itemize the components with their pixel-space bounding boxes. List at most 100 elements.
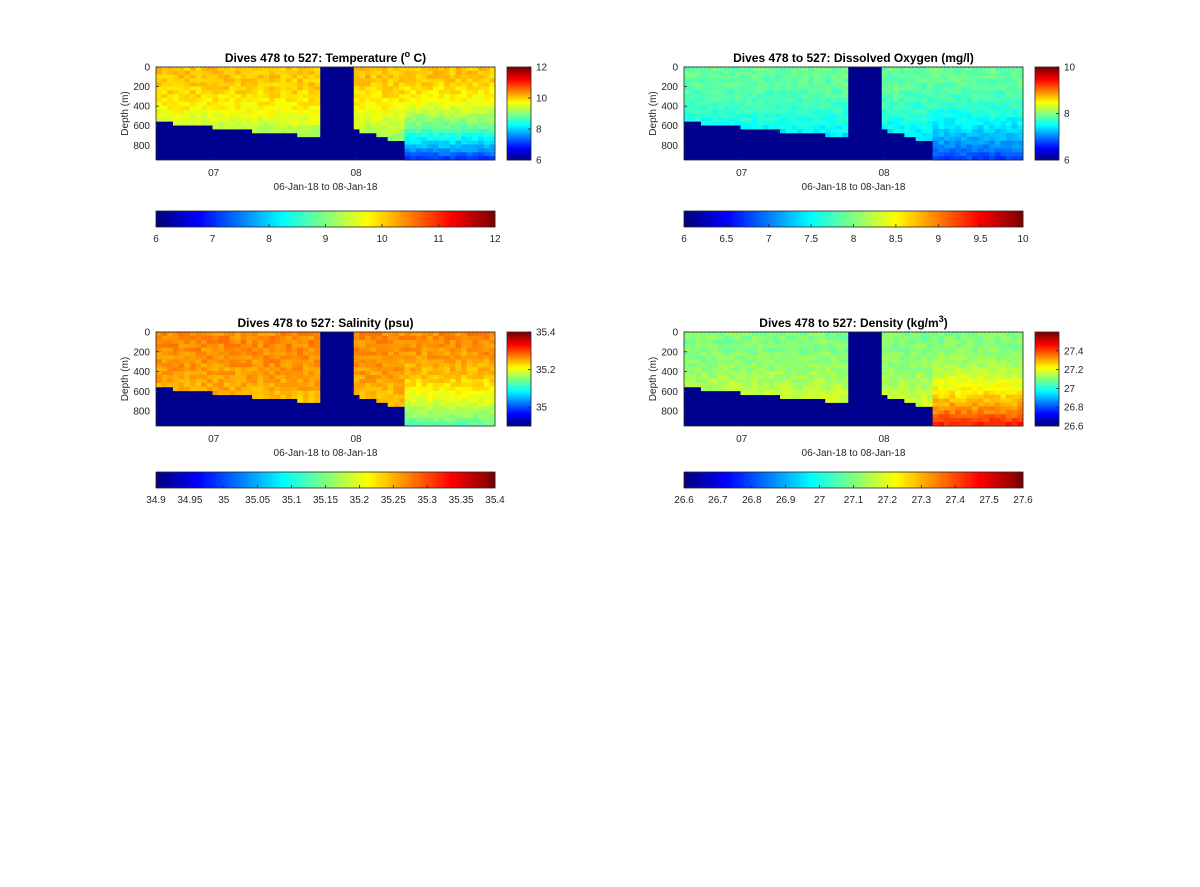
x-axis-label: 06-Jan-18 to 08-Jan-18 (802, 182, 906, 193)
side-colorbar-label: 10 (1064, 63, 1076, 74)
bottom-colorbar-label: 7 (766, 234, 772, 245)
bottom-colorbar-label: 26.9 (776, 495, 796, 506)
bottom-colorbar-label: 10 (376, 234, 388, 245)
bottom-colorbar-label: 26.6 (674, 495, 694, 506)
bottom-colorbar-label: 9 (935, 234, 941, 245)
bottom-colorbar-label: 34.95 (177, 495, 202, 506)
bottom-colorbar-label: 12 (489, 234, 501, 245)
bottom-colorbar-label: 34.9 (146, 495, 166, 506)
bottom-colorbar-label: 7.5 (804, 234, 818, 245)
bottom-colorbar-label: 6.5 (719, 234, 733, 245)
bottom-colorbar-label: 27.5 (979, 495, 999, 506)
panel-2: 0 200 400 600 800 07 08 Dives 478 to 527: Salin… (120, 316, 556, 506)
side-colorbar-label: 27 (1064, 384, 1076, 395)
bottom-colorbar: 34.9 34.95 35 35.05 35.1 35.15 35.2 35.25 35.3 35… (146, 471, 505, 506)
y-tick-label: 0 (672, 63, 678, 74)
heatmap-cells (156, 332, 496, 427)
side-colorbar-label: 35.2 (536, 365, 556, 376)
x-axis-label: 06-Jan-18 to 08-Jan-18 (802, 448, 906, 459)
bottom-colorbar-label: 27.4 (945, 495, 965, 506)
side-colorbar: 6 8 10 12 (506, 63, 548, 167)
bottom-colorbar-label: 11 (433, 234, 444, 245)
bottom-colorbar-label: 10 (1017, 234, 1029, 245)
bottom-colorbar-label: 8.5 (889, 234, 903, 245)
bottom-colorbar-label: 35 (218, 495, 230, 506)
x-tick-label: 07 (208, 168, 220, 179)
y-tick-label: 400 (661, 367, 678, 378)
bottom-colorbar-label: 6 (681, 234, 687, 245)
x-tick-label: 07 (736, 168, 748, 179)
bottom-colorbar-label: 9.5 (974, 234, 988, 245)
side-colorbar: 26.6 26.8 27 27.2 27.4 (1034, 331, 1084, 433)
y-tick-label: 600 (661, 121, 678, 132)
x-tick-label: 07 (736, 434, 748, 445)
y-tick-label: 800 (133, 141, 150, 152)
side-colorbar: 6 8 10 (1034, 63, 1076, 167)
y-tick-label: 400 (133, 367, 150, 378)
bottom-colorbar: 6 6.5 7 7.5 8 8.5 9 9.5 10 (681, 210, 1029, 245)
y-tick-label: 600 (133, 121, 150, 132)
side-colorbar-label: 6 (536, 156, 542, 167)
y-tick-label: 200 (133, 82, 150, 93)
heatmap-cells (156, 67, 496, 161)
side-colorbar-label: 26.6 (1064, 422, 1084, 433)
bottom-colorbar-label: 35.2 (350, 495, 370, 506)
panel-1: 0 200 400 600 800 07 08 Dives 478 to 527: Disso… (648, 51, 1076, 245)
panel-0: 0 200 400 600 800 07 08 Dives 478 to 527: Tempe… (120, 49, 548, 245)
bottom-colorbar-label: 35.1 (282, 495, 302, 506)
panel-3: 0 200 400 600 800 07 08 Dives 478 to 527: Densi… (648, 314, 1084, 506)
bottom-colorbar-label: 8 (851, 234, 857, 245)
side-colorbar-label: 6 (1064, 156, 1070, 167)
bottom-colorbar: 6 7 8 9 10 11 12 (153, 210, 501, 245)
side-colorbar-label: 35.4 (536, 328, 556, 339)
x-tick-label: 08 (878, 168, 890, 179)
y-tick-label: 400 (661, 102, 678, 113)
x-tick-label: 08 (350, 434, 362, 445)
side-colorbar-label: 10 (536, 94, 548, 105)
side-colorbar-label: 27.4 (1064, 346, 1084, 357)
side-colorbar: 35 35.2 35.4 (506, 328, 556, 427)
bottom-colorbar-label: 9 (323, 234, 329, 245)
bottom-colorbar-label: 27.3 (912, 495, 932, 506)
bottom-colorbar: 26.6 26.7 26.8 26.9 27 27.1 27.2 27.3 27.4 27.5 27… (674, 471, 1033, 506)
y-axis-label: Depth (m) (648, 91, 659, 135)
bottom-colorbar-label: 35.4 (485, 495, 505, 506)
bottom-colorbar-label: 35.05 (245, 495, 270, 506)
x-tick-label: 08 (878, 434, 890, 445)
x-tick-label: 07 (208, 434, 220, 445)
chart-title: Dives 478 to 527: Dissolved Oxygen (mg/l… (733, 51, 974, 65)
x-axis-label: 06-Jan-18 to 08-Jan-18 (274, 448, 378, 459)
bottom-colorbar-label: 26.7 (708, 495, 728, 506)
y-tick-label: 200 (133, 347, 150, 358)
y-tick-label: 0 (144, 63, 150, 74)
side-colorbar-label: 27.2 (1064, 365, 1084, 376)
side-colorbar-label: 12 (536, 63, 548, 74)
side-colorbar-label: 35 (536, 403, 548, 414)
bottom-colorbar-label: 27.6 (1013, 495, 1033, 506)
x-tick-label: 08 (350, 168, 362, 179)
heatmap-cells (684, 67, 1024, 161)
y-tick-label: 0 (672, 328, 678, 339)
side-colorbar-label: 8 (1064, 109, 1070, 120)
y-tick-label: 800 (661, 407, 678, 418)
y-axis-label: Depth (m) (648, 357, 659, 401)
y-axis-label: Depth (m) (120, 357, 131, 401)
side-colorbar-label: 8 (536, 125, 542, 136)
bottom-colorbar-label: 35.25 (381, 495, 406, 506)
y-tick-label: 800 (133, 407, 150, 418)
bottom-colorbar-label: 27.2 (878, 495, 898, 506)
y-tick-label: 800 (661, 141, 678, 152)
y-tick-label: 600 (133, 387, 150, 398)
chart-title: Dives 478 to 527: Salinity (psu) (237, 316, 413, 330)
y-tick-label: 600 (661, 387, 678, 398)
bottom-colorbar-label: 35.3 (417, 495, 437, 506)
y-axis-label: Depth (m) (120, 91, 131, 135)
heatmap-cells (684, 332, 1024, 427)
bottom-colorbar-label: 27 (814, 495, 826, 506)
chart-title: Dives 478 to 527: Temperature (o C) (225, 49, 426, 65)
chart-title: Dives 478 to 527: Density (kg/m3) (759, 314, 947, 330)
y-tick-label: 400 (133, 102, 150, 113)
y-tick-label: 200 (661, 347, 678, 358)
bottom-colorbar-label: 35.15 (313, 495, 338, 506)
